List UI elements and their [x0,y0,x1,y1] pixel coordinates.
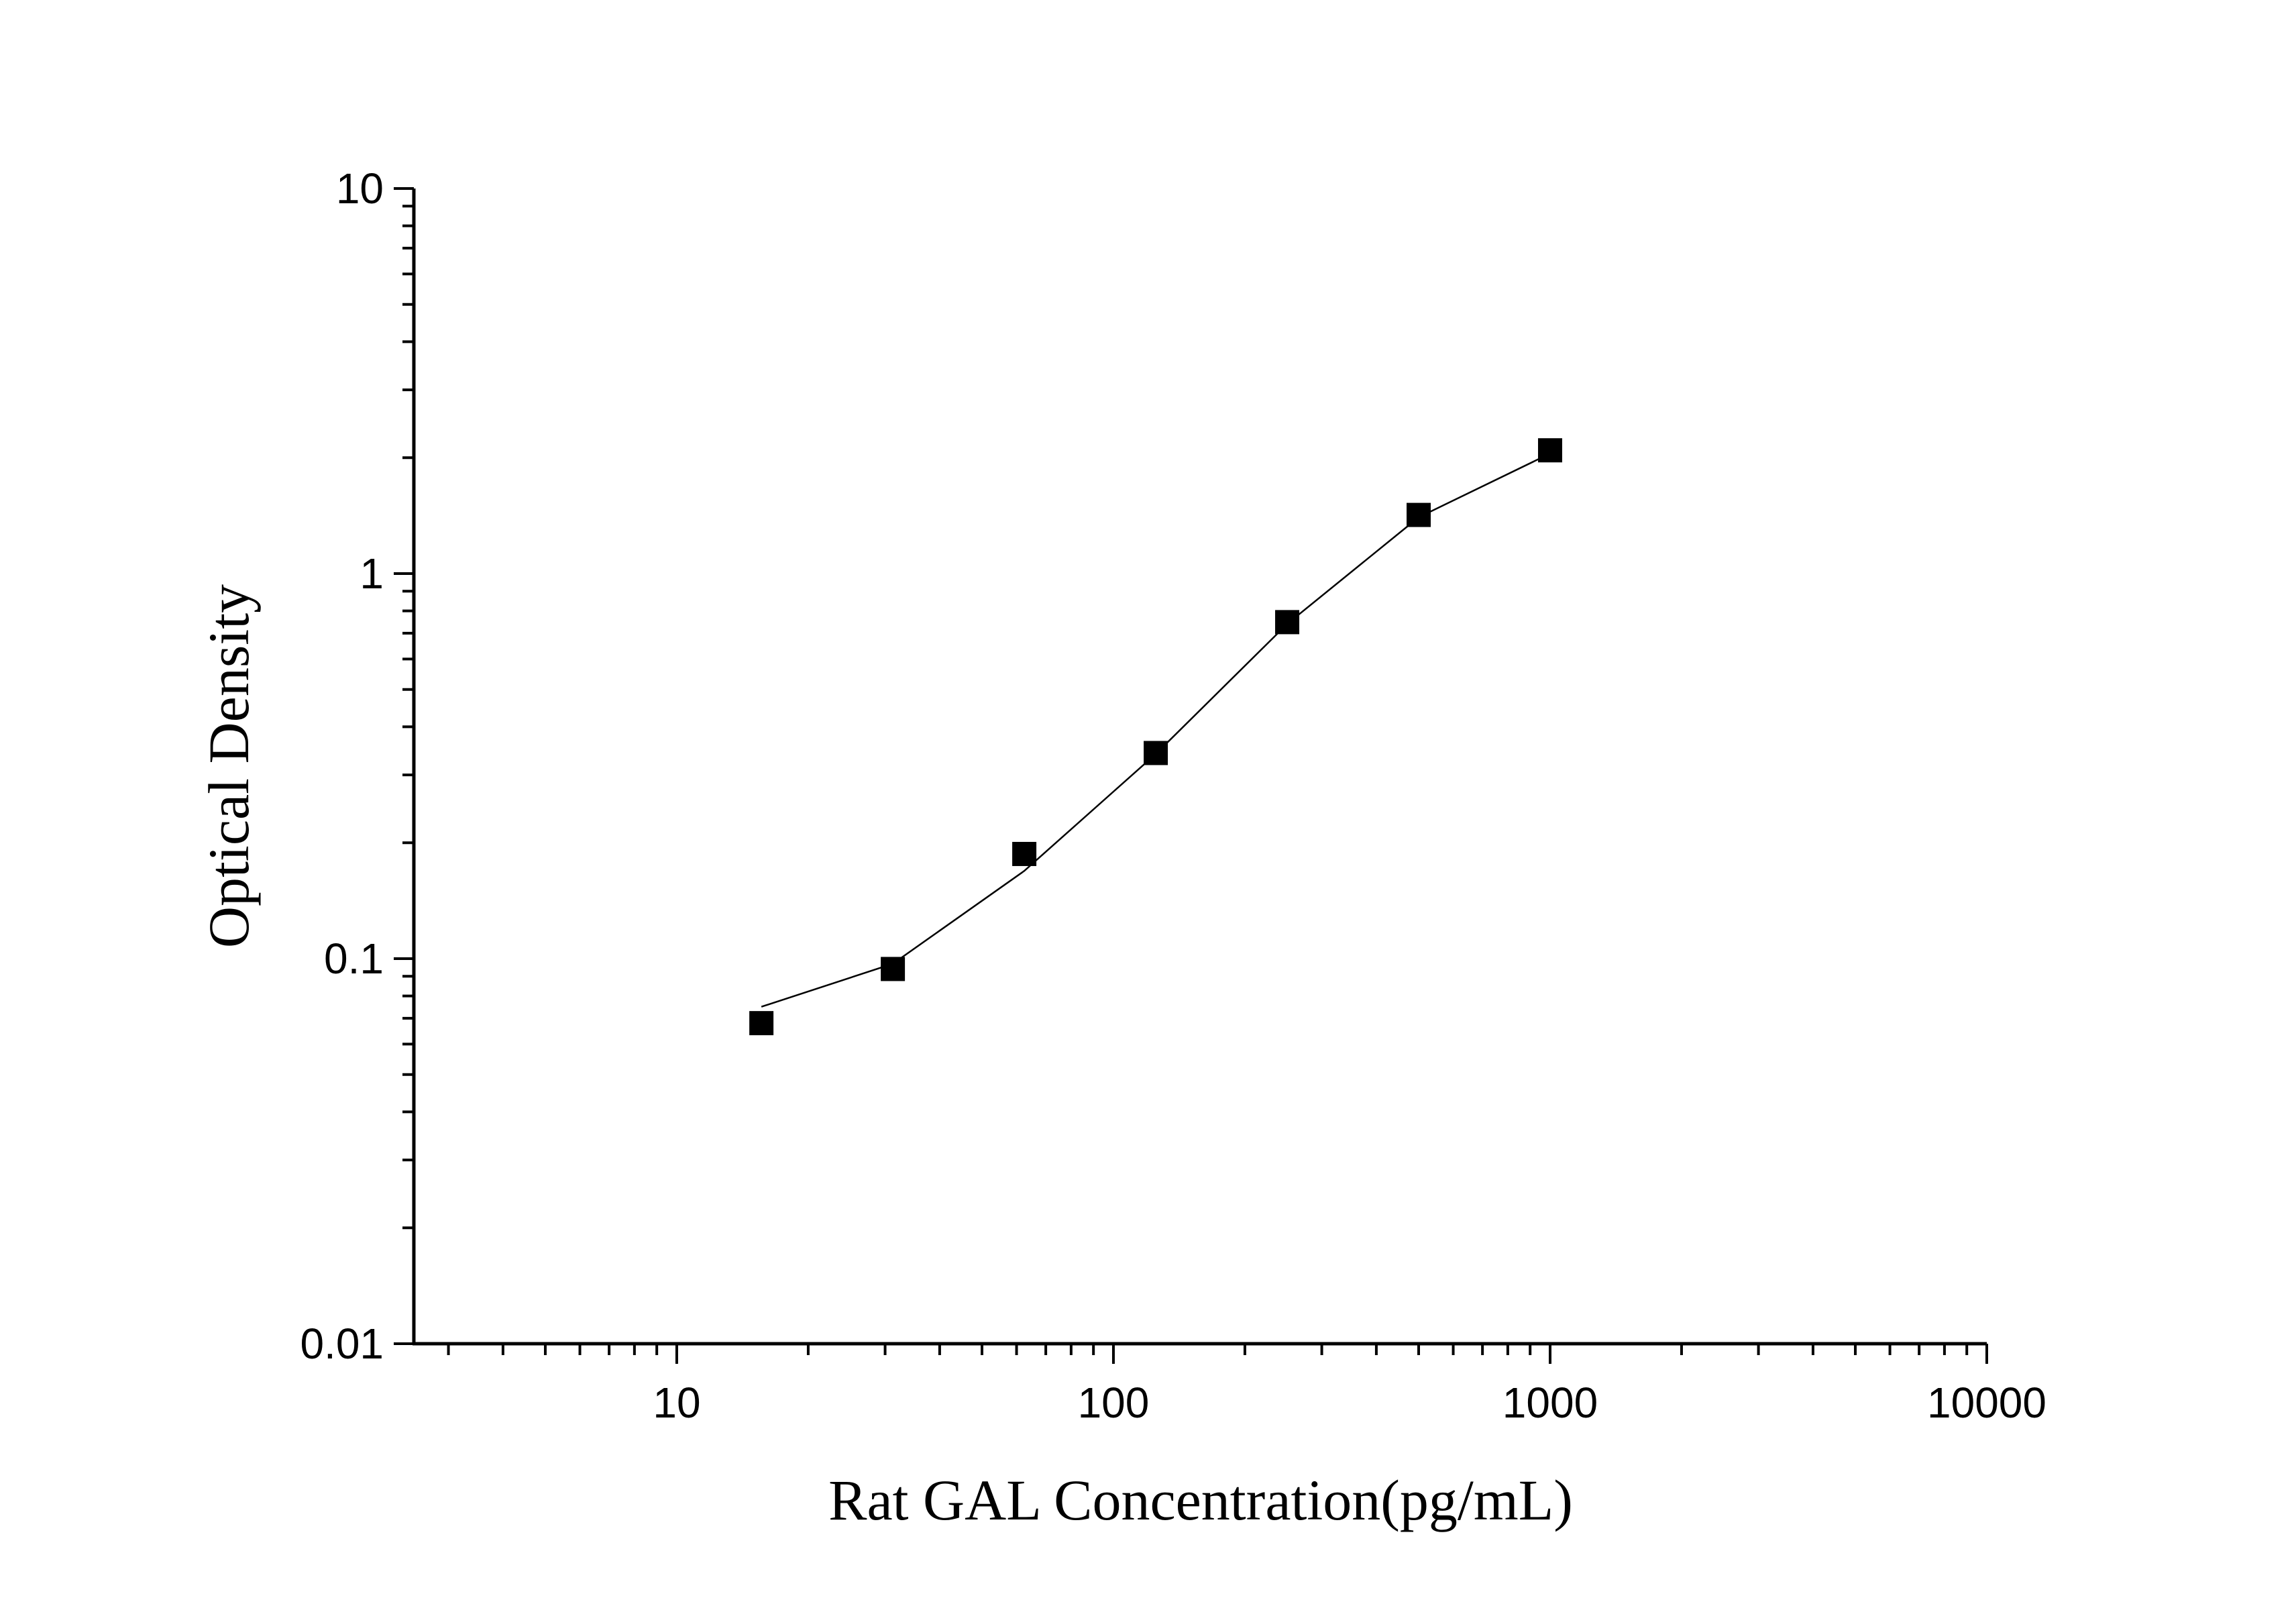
data-point [881,957,906,981]
data-points [749,438,1562,1036]
x-axis-title: Rat GAL Concentration(pg/mL) [828,1468,1573,1532]
y-tick-label: 1 [360,549,384,598]
tick-labels: 10 100 1000 10000 0.01 0.1 1 10 [300,164,2046,1427]
data-point [1144,741,1168,765]
y-tick-label: 10 [336,164,384,213]
ticks [394,187,1988,1364]
fit-curve [761,452,1551,1008]
y-tick-label: 0.1 [324,934,384,983]
x-tick-label: 10 [653,1379,700,1427]
x-tick-label: 1000 [1502,1379,1598,1427]
data-point [1012,841,1037,866]
x-tick-label: 100 [1078,1379,1150,1427]
data-point [1537,438,1562,463]
data-point [1275,610,1300,635]
data-point [1407,502,1431,527]
y-axis-title: Optical Density [197,584,261,948]
data-point [749,1011,774,1036]
x-tick-label: 10000 [1927,1379,2046,1427]
y-tick-label: 0.01 [300,1320,384,1368]
